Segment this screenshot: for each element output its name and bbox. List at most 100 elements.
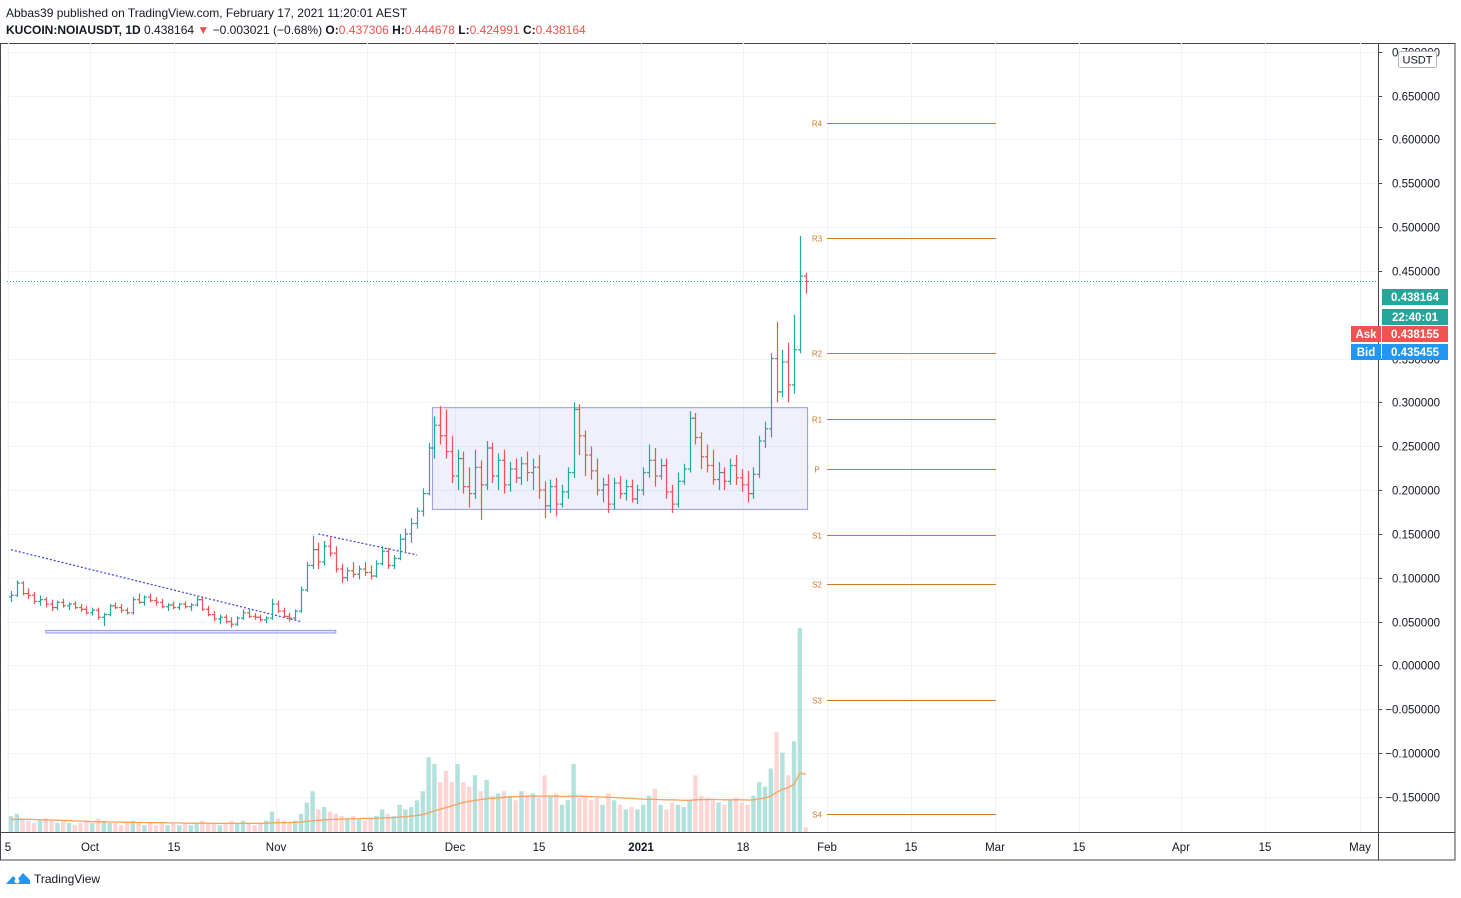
volume-bar (484, 779, 489, 832)
ohlc-bar (688, 411, 693, 473)
ask-tag-value-bg (1382, 326, 1448, 342)
volume-bar (600, 804, 605, 832)
volume-bar (264, 820, 269, 832)
volume-bar (275, 818, 280, 832)
volume-bar (652, 788, 657, 832)
pivot-label-r3: R3 (812, 235, 823, 244)
volume-bar (536, 798, 541, 832)
volume-bar (635, 809, 640, 832)
ohlc-bar (148, 593, 153, 603)
volume-bar (293, 820, 298, 832)
bid-tag-value-bg (1382, 344, 1448, 360)
ohlc-bar (270, 598, 275, 620)
ohlc-bar (659, 458, 664, 480)
pivot-label-p: P (814, 466, 819, 475)
volume-bar (252, 825, 257, 832)
volume-bar (258, 822, 263, 832)
volume-bar (101, 820, 106, 832)
ohlc-bar (154, 597, 159, 606)
ohlc-bar (554, 477, 559, 517)
ohlc-bar (26, 588, 31, 599)
ohlc-bar (699, 432, 704, 470)
ask-tag: Ask 0.438155 (1351, 326, 1448, 342)
volume-bar (496, 793, 501, 832)
ohlc-bar (137, 593, 142, 605)
volume-bar (710, 800, 715, 832)
ohlc-bar (630, 479, 635, 503)
volume-bar (786, 775, 791, 832)
down-arrow-icon: ▼ (197, 23, 210, 37)
volume-bar (14, 813, 19, 832)
volume-bar (420, 791, 425, 832)
pivot-levels: R4 R3 R2 R1 P S1 S2 S3 S4 (812, 120, 996, 820)
ohlc-bar (415, 507, 420, 529)
last-price-tag: 0.438164 (1382, 289, 1448, 305)
ohlc-bar (282, 607, 287, 619)
x-tick-label: 5 (5, 842, 11, 854)
y-tick-label: 0.300000 (1392, 398, 1440, 410)
volume-bar (182, 822, 188, 832)
volume-bar (559, 804, 565, 832)
ohlc-bar (577, 404, 582, 456)
ohlc-bar (171, 601, 176, 610)
volume-bar (356, 818, 362, 832)
ohlc-bar (229, 617, 234, 628)
volume-bar (43, 818, 48, 832)
x-tick-label: 16 (361, 842, 374, 854)
volume-bar (780, 752, 785, 832)
ohlc-bar (514, 458, 519, 484)
volume-bar (165, 825, 170, 832)
volume-bar (113, 822, 118, 832)
ohlc-bar (421, 488, 426, 517)
last-price-tag-value: 0.438164 (1391, 292, 1440, 304)
y-tick-label: −0.050000 (1385, 705, 1440, 717)
ohlc-bar (676, 472, 681, 508)
grid: 0.7000000.6500000.6000000.5500000.500000… (5, 43, 1440, 854)
volume-ma-line (10, 772, 806, 825)
ohlc-bar (398, 533, 403, 561)
ohlc-bar (206, 605, 211, 617)
ohlc-bar (90, 607, 95, 616)
ohlc-bar (166, 603, 171, 612)
close-label: C: (522, 23, 536, 37)
ohlc-bar (311, 535, 316, 569)
volume-bar (130, 820, 135, 832)
volume-bar (298, 813, 304, 832)
ohlc-bar (595, 458, 600, 496)
ohlc-bar (717, 462, 722, 491)
volume-bar (269, 811, 275, 832)
ohlc-bar (113, 602, 118, 610)
y-tick-label: 0.550000 (1392, 179, 1440, 191)
volume-bar (217, 825, 222, 832)
ohlc-bar (369, 565, 374, 580)
ohlc-bar (61, 598, 66, 608)
ohlc-bar (44, 597, 49, 608)
pivot-label-s2: S2 (812, 581, 822, 590)
volume-bar (177, 825, 182, 832)
volume-bar (345, 818, 350, 832)
volume-bar (107, 822, 112, 832)
volume-bar (142, 825, 147, 832)
ohlc-bar (328, 537, 333, 557)
last-price: 0.438164 (144, 23, 195, 37)
ohlc-bar (224, 614, 229, 624)
volume-bar (119, 825, 124, 832)
ohlc-bar (543, 481, 548, 519)
volume-bar (26, 820, 31, 832)
volume-bar (722, 804, 727, 832)
high-value: 0.444678 (404, 23, 455, 37)
bid-tag-value: 0.435455 (1391, 347, 1440, 359)
volume-bar (374, 816, 379, 832)
volume-bar (171, 822, 176, 832)
volume-bar (188, 825, 193, 832)
chart-frame (0, 43, 1456, 861)
y-tick-label: 0.200000 (1392, 486, 1440, 498)
volume-bar (571, 764, 576, 832)
volume-bar (95, 818, 101, 832)
volume-bar (287, 822, 292, 832)
ask-tag-label-bg (1351, 326, 1381, 342)
volume-bar (687, 800, 692, 832)
ohlc-bar (392, 554, 397, 569)
y-tick-label: 0.000000 (1392, 661, 1440, 673)
